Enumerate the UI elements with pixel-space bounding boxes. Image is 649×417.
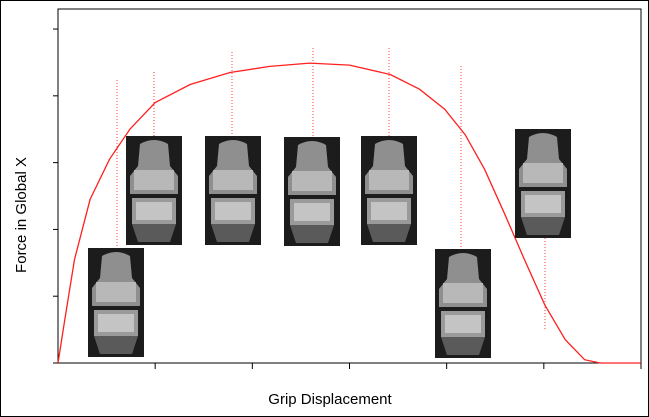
- specimen-images: [88, 129, 571, 358]
- specimen-image: [284, 137, 340, 246]
- specimen-image: [435, 249, 491, 358]
- guides: [116, 48, 546, 330]
- force-curve: [57, 62, 641, 364]
- specimen-image: [361, 136, 417, 245]
- specimen-image: [205, 136, 261, 245]
- x-axis-label: Grip Displacement: [268, 391, 392, 408]
- specimen-image: [88, 248, 144, 357]
- y-axis-label: Force in Global X: [13, 157, 30, 273]
- specimen-image: [126, 136, 182, 245]
- specimen-image: [515, 129, 571, 238]
